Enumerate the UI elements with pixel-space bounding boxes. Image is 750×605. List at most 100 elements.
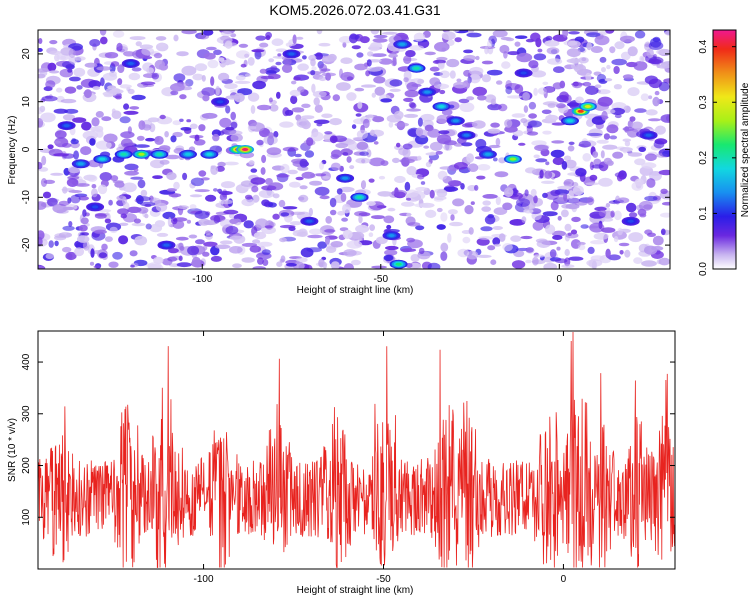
spectrogram-noise-blob <box>255 218 269 229</box>
spectrogram-noise-blob <box>502 202 513 211</box>
spectrogram-noise-blob <box>610 210 615 218</box>
spectrogram-noise-blob <box>417 174 425 180</box>
spectrogram-noise-blob <box>400 248 417 253</box>
spectrogram-noise-blob <box>49 40 58 45</box>
spectrogram-feature <box>77 162 84 166</box>
spectrogram-noise-blob <box>191 256 201 267</box>
spectrogram-noise-blob <box>116 42 123 52</box>
spectrogram-noise-blob <box>308 207 313 217</box>
spectrogram-noise-blob <box>179 245 185 251</box>
spectrogram-noise-blob <box>474 184 479 191</box>
y-tick-label: -10 <box>21 190 32 205</box>
spectrogram-noise-blob <box>102 72 118 81</box>
spectrogram-noise-blob <box>270 65 278 71</box>
spectrogram-noise-blob <box>89 138 96 146</box>
spectrogram-noise-blob <box>551 140 565 144</box>
spectrogram-noise-blob <box>340 192 347 202</box>
spectrogram-noise-blob <box>554 258 568 264</box>
spectrogram-noise-blob <box>557 215 562 221</box>
spectrogram-noise-blob <box>186 219 191 224</box>
spectrogram-noise-blob <box>142 124 152 131</box>
spectrogram-noise-blob <box>248 125 257 130</box>
spectrogram-noise-blob <box>660 188 668 194</box>
spectrogram-noise-blob <box>215 85 220 96</box>
spectrogram-noise-blob <box>83 240 90 251</box>
spectrogram-feature <box>645 133 652 137</box>
spectrogram-noise-blob <box>355 113 362 117</box>
spectrogram-noise-blob <box>631 121 643 130</box>
spectrogram-noise-blob <box>429 141 443 151</box>
spectrogram-noise-blob <box>545 35 553 42</box>
spectrogram-noise-blob <box>218 191 233 195</box>
x-tick-label: -50 <box>376 574 391 585</box>
spectrogram-noise-blob <box>486 69 503 76</box>
spectrogram-noise-blob <box>417 78 425 84</box>
spectrogram-noise-blob <box>503 51 508 59</box>
spectrogram-feature <box>452 119 459 123</box>
spectrogram-noise-blob <box>101 116 112 122</box>
spectrogram-noise-blob <box>586 42 592 51</box>
spectrogram-noise-blob <box>297 166 309 171</box>
spectrogram-noise-blob <box>466 96 475 101</box>
spectrogram-noise-blob <box>343 249 357 257</box>
spectrogram-noise-blob <box>649 56 664 65</box>
spectrogram-noise-blob <box>441 31 456 41</box>
spectrogram-noise-blob <box>453 81 467 89</box>
spectrogram-feature <box>388 234 395 237</box>
spectrogram-noise-blob <box>294 153 302 158</box>
spectrogram-noise-blob <box>596 89 611 95</box>
spectrogram-noise-blob <box>193 139 206 146</box>
spectrogram-noise-blob <box>570 229 578 235</box>
spectrogram-noise-blob <box>312 90 327 98</box>
spectrogram-noise-blob <box>140 81 156 86</box>
spectrogram-noise-blob <box>131 67 142 72</box>
spectrogram-noise-blob <box>194 189 210 193</box>
spectrogram-noise-blob <box>327 53 337 62</box>
spectrogram-noise-blob <box>254 50 262 60</box>
spectrogram-noise-blob <box>385 245 399 251</box>
spectrogram-noise-blob <box>170 90 179 96</box>
spectrogram-noise-blob <box>336 82 351 91</box>
spectrogram-feature <box>99 157 106 161</box>
spectrogram-feature <box>509 157 516 161</box>
spectrogram-noise-blob <box>136 135 145 141</box>
spectrogram-noise-blob <box>339 68 343 79</box>
spectrogram-noise-blob <box>624 140 631 147</box>
spectrogram-noise-blob <box>117 78 123 86</box>
spectrogram-noise-blob <box>124 170 140 176</box>
spectrogram-noise-blob <box>56 87 63 93</box>
spectrogram-noise-blob <box>210 76 215 87</box>
spectrogram-noise-blob <box>460 183 465 190</box>
spectrogram-noise-blob <box>552 157 565 166</box>
spectrogram-noise-blob <box>94 229 107 235</box>
spectrogram-noise-blob <box>273 131 279 138</box>
spectrogram-noise-blob <box>380 160 389 167</box>
spectrogram-feature <box>242 148 249 151</box>
spectrogram-noise-blob <box>435 150 443 155</box>
spectrogram-noise-blob <box>144 213 149 219</box>
spectrogram-noise-blob <box>527 120 542 128</box>
spectrogram-noise-blob <box>504 119 513 128</box>
spectrogram-noise-blob <box>447 233 452 243</box>
snr-y-label: SNR (10 * v/v) <box>7 418 18 482</box>
spectrogram-noise-blob <box>109 226 118 234</box>
colorbar-tick-label: 0.1 <box>698 206 709 220</box>
spectrogram-noise-blob <box>299 185 308 190</box>
spectrogram-noise-blob <box>129 106 140 110</box>
spectrogram-noise-blob <box>155 36 167 41</box>
spectrogram-noise-blob <box>261 154 267 164</box>
spectrogram-noise-blob <box>112 30 125 38</box>
spectrogram-noise-blob <box>68 221 73 227</box>
spectrogram-noise-blob <box>318 76 327 82</box>
spectrogram-noise-blob <box>448 180 462 187</box>
spectrogram-noise-blob <box>520 118 528 124</box>
spectrogram-noise-blob <box>564 248 570 257</box>
spectrogram-noise-blob <box>475 138 487 149</box>
spectrogram-noise-blob <box>172 131 183 138</box>
spectrogram-noise-blob <box>403 77 409 83</box>
spectrogram-noise-blob <box>241 242 258 247</box>
spectrogram-noise-blob <box>39 105 46 113</box>
spectrogram-noise-blob <box>618 242 630 247</box>
spectrogram-noise-blob <box>370 30 380 35</box>
spectrogram-noise-blob <box>387 207 396 212</box>
